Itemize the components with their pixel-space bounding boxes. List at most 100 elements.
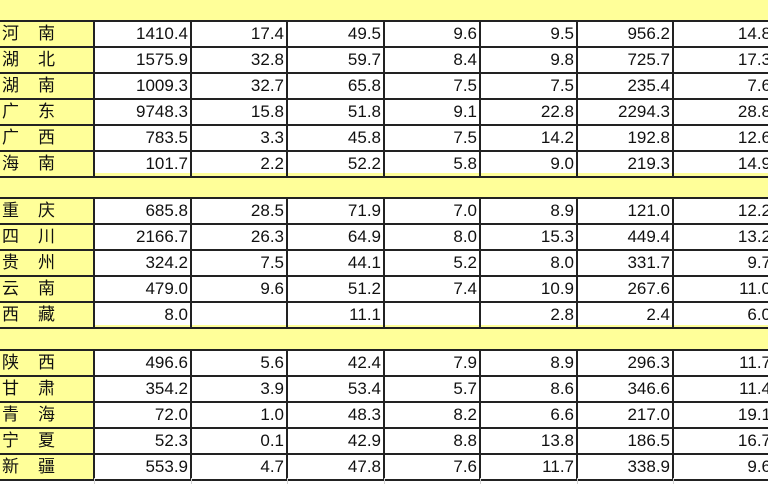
value-cell[interactable]: 15.8	[190, 98, 288, 126]
value-cell[interactable]: 235.4	[576, 72, 674, 100]
value-cell[interactable]: 296.3	[576, 349, 674, 377]
value-cell[interactable]: 9.5	[479, 20, 578, 48]
value-cell[interactable]: 346.6	[576, 375, 674, 403]
value-cell[interactable]: 479.0	[93, 275, 192, 303]
value-cell[interactable]: 71.9	[286, 197, 385, 225]
value-cell[interactable]: 10.9	[479, 275, 578, 303]
value-cell[interactable]: 9.8	[479, 46, 578, 74]
value-cell[interactable]: 11.7	[672, 349, 768, 377]
value-cell[interactable]: 8.0	[383, 223, 481, 251]
value-cell[interactable]: 1009.3	[93, 72, 192, 100]
province-name-cell[interactable]: 西藏	[0, 301, 95, 329]
value-cell[interactable]: 52.2	[286, 150, 385, 178]
value-cell[interactable]: 42.9	[286, 427, 385, 455]
province-name-cell[interactable]: 青海	[0, 401, 95, 429]
value-cell[interactable]: 685.8	[93, 197, 192, 225]
value-cell[interactable]: 26.3	[190, 223, 288, 251]
value-cell[interactable]: 5.6	[190, 349, 288, 377]
value-cell[interactable]: 53.4	[286, 375, 385, 403]
value-cell[interactable]: 19.1	[672, 401, 768, 429]
value-cell[interactable]: 51.8	[286, 98, 385, 126]
value-cell[interactable]: 28.8	[672, 98, 768, 126]
value-cell[interactable]: 725.7	[576, 46, 674, 74]
province-name-cell[interactable]: 贵州	[0, 249, 95, 277]
value-cell[interactable]: 267.6	[576, 275, 674, 303]
value-cell[interactable]: 8.9	[479, 349, 578, 377]
value-cell[interactable]: 64.9	[286, 223, 385, 251]
value-cell[interactable]: 8.6	[479, 375, 578, 403]
value-cell[interactable]: 121.0	[576, 197, 674, 225]
province-name-cell[interactable]: 新疆	[0, 453, 95, 481]
value-cell[interactable]: 2.8	[479, 301, 578, 329]
value-cell[interactable]: 48.3	[286, 401, 385, 429]
value-cell[interactable]: 4.7	[190, 453, 288, 481]
value-cell[interactable]: 9.6	[672, 453, 768, 481]
value-cell[interactable]: 8.9	[479, 197, 578, 225]
value-cell[interactable]: 5.8	[383, 150, 481, 178]
value-cell[interactable]	[190, 301, 288, 329]
value-cell[interactable]: 11.4	[672, 375, 768, 403]
value-cell[interactable]: 7.5	[383, 72, 481, 100]
value-cell[interactable]: 9.7	[672, 249, 768, 277]
value-cell[interactable]: 8.8	[383, 427, 481, 455]
value-cell[interactable]: 6.6	[479, 401, 578, 429]
value-cell[interactable]: 11.0	[672, 275, 768, 303]
value-cell[interactable]: 7.0	[383, 197, 481, 225]
value-cell[interactable]: 8.2	[383, 401, 481, 429]
value-cell[interactable]: 9.1	[383, 98, 481, 126]
province-name-cell[interactable]: 湖南	[0, 72, 95, 100]
value-cell[interactable]: 1.0	[190, 401, 288, 429]
value-cell[interactable]: 8.4	[383, 46, 481, 74]
value-cell[interactable]: 1410.4	[93, 20, 192, 48]
value-cell[interactable]: 22.8	[479, 98, 578, 126]
value-cell[interactable]: 3.3	[190, 124, 288, 152]
value-cell[interactable]: 12.6	[672, 124, 768, 152]
value-cell[interactable]: 192.8	[576, 124, 674, 152]
value-cell[interactable]: 186.5	[576, 427, 674, 455]
value-cell[interactable]: 11.7	[479, 453, 578, 481]
value-cell[interactable]: 6.0	[672, 301, 768, 329]
value-cell[interactable]: 11.1	[286, 301, 385, 329]
value-cell[interactable]: 338.9	[576, 453, 674, 481]
value-cell[interactable]: 1575.9	[93, 46, 192, 74]
value-cell[interactable]: 2.4	[576, 301, 674, 329]
province-name-cell[interactable]: 广东	[0, 98, 95, 126]
value-cell[interactable]: 7.6	[383, 453, 481, 481]
province-name-cell[interactable]: 陕西	[0, 349, 95, 377]
value-cell[interactable]: 219.3	[576, 150, 674, 178]
value-cell[interactable]: 59.7	[286, 46, 385, 74]
value-cell[interactable]: 449.4	[576, 223, 674, 251]
value-cell[interactable]: 14.8	[672, 20, 768, 48]
value-cell[interactable]: 7.9	[383, 349, 481, 377]
value-cell[interactable]: 9.6	[383, 20, 481, 48]
value-cell[interactable]: 45.8	[286, 124, 385, 152]
value-cell[interactable]: 13.8	[479, 427, 578, 455]
value-cell[interactable]: 16.7	[672, 427, 768, 455]
value-cell[interactable]: 956.2	[576, 20, 674, 48]
value-cell[interactable]: 2.2	[190, 150, 288, 178]
province-name-cell[interactable]: 云南	[0, 275, 95, 303]
province-name-cell[interactable]: 甘肃	[0, 375, 95, 403]
value-cell[interactable]: 8.0	[479, 249, 578, 277]
value-cell[interactable]: 5.7	[383, 375, 481, 403]
value-cell[interactable]: 5.2	[383, 249, 481, 277]
value-cell[interactable]: 0.1	[190, 427, 288, 455]
province-name-cell[interactable]: 河南	[0, 20, 95, 48]
value-cell[interactable]: 9748.3	[93, 98, 192, 126]
value-cell[interactable]: 2294.3	[576, 98, 674, 126]
value-cell[interactable]: 7.4	[383, 275, 481, 303]
province-name-cell[interactable]: 四川	[0, 223, 95, 251]
value-cell[interactable]: 44.1	[286, 249, 385, 277]
province-name-cell[interactable]: 海南	[0, 150, 95, 178]
value-cell[interactable]: 13.2	[672, 223, 768, 251]
value-cell[interactable]: 3.9	[190, 375, 288, 403]
value-cell[interactable]: 331.7	[576, 249, 674, 277]
value-cell[interactable]: 9.0	[479, 150, 578, 178]
value-cell[interactable]: 42.4	[286, 349, 385, 377]
value-cell[interactable]: 8.0	[93, 301, 192, 329]
value-cell[interactable]: 47.8	[286, 453, 385, 481]
value-cell[interactable]: 52.3	[93, 427, 192, 455]
value-cell[interactable]: 14.9	[672, 150, 768, 178]
value-cell[interactable]: 15.3	[479, 223, 578, 251]
value-cell[interactable]: 32.7	[190, 72, 288, 100]
